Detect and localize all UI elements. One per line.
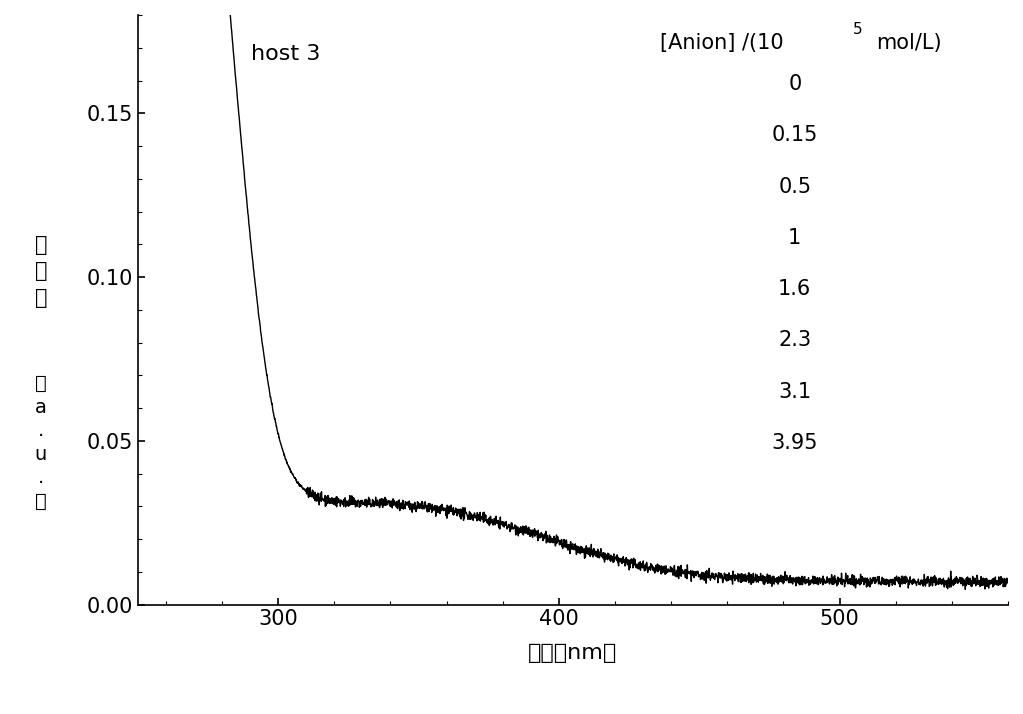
Text: 3.1: 3.1 <box>779 382 811 402</box>
Text: mol/L): mol/L) <box>876 33 941 53</box>
Text: 0.5: 0.5 <box>779 176 811 196</box>
Text: 吸
光
度: 吸 光 度 <box>35 235 47 308</box>
X-axis label: 波长（nm）: 波长（nm） <box>528 643 618 663</box>
Text: 1.6: 1.6 <box>779 279 811 299</box>
Text: 5: 5 <box>853 22 862 37</box>
Text: [Anion] /(10: [Anion] /(10 <box>660 33 784 53</box>
Text: 2.3: 2.3 <box>779 331 811 351</box>
Text: 3.95: 3.95 <box>771 433 818 453</box>
Text: host 3: host 3 <box>251 44 320 64</box>
Text: 1: 1 <box>788 228 801 248</box>
Text: 0: 0 <box>788 74 801 94</box>
Text: （
a
.
u
.
）: （ a . u . ） <box>35 374 47 511</box>
Text: 0.15: 0.15 <box>771 125 818 145</box>
